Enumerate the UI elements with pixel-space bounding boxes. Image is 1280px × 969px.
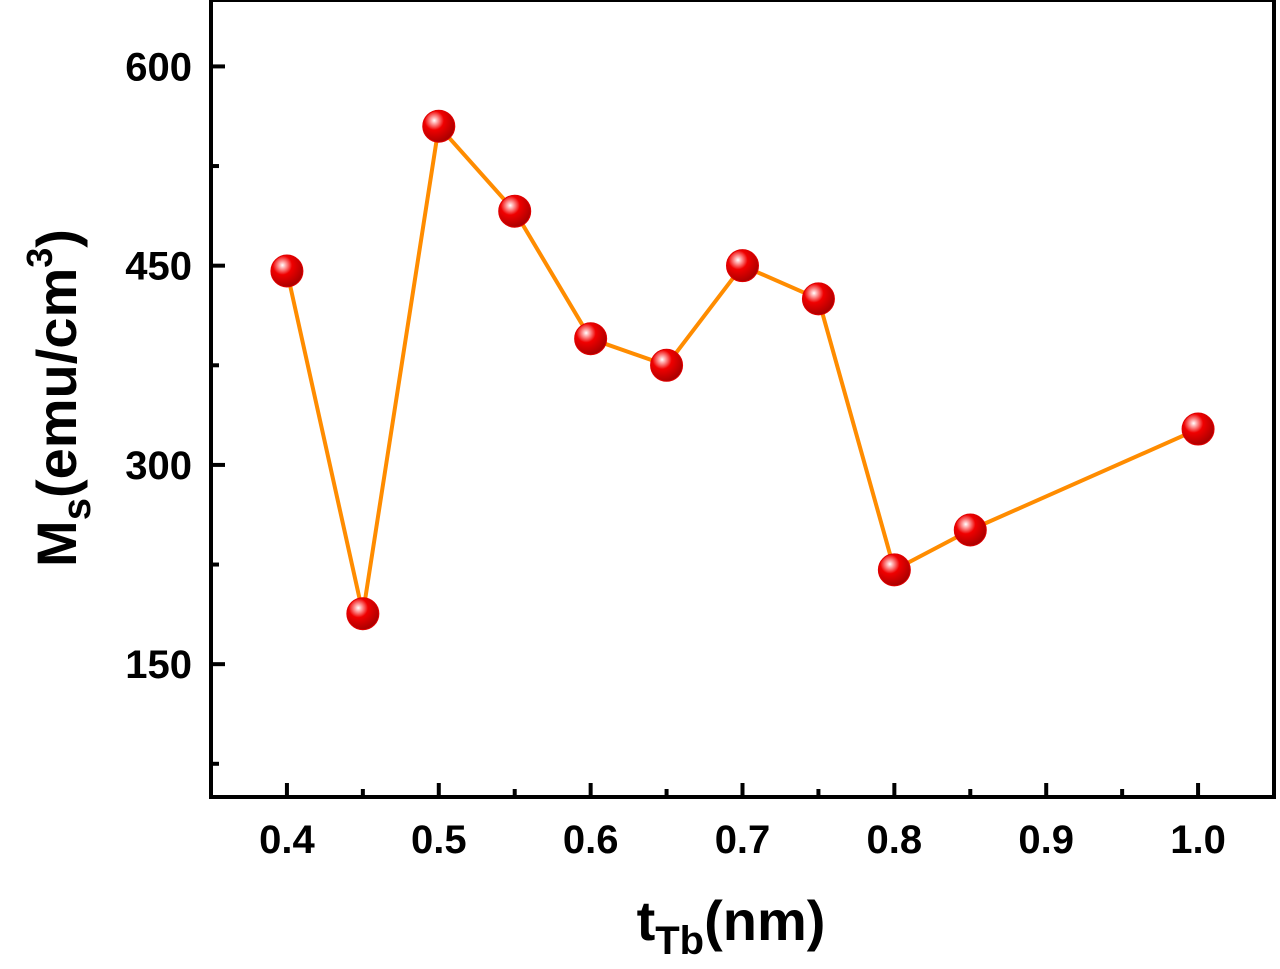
data-point xyxy=(422,109,456,143)
x-tick-label: 0.5 xyxy=(411,818,467,862)
y-tick-label: 600 xyxy=(125,45,192,89)
data-point xyxy=(498,194,532,228)
x-tick-label: 0.9 xyxy=(1018,818,1074,862)
x-tick-label: 0.4 xyxy=(259,818,315,862)
data-point xyxy=(1181,412,1215,446)
y-axis-title-subscript: s xyxy=(55,498,99,520)
series-line xyxy=(284,124,1199,616)
x-tick-label: 0.7 xyxy=(715,818,771,862)
data-point xyxy=(346,597,380,631)
data-point xyxy=(650,348,684,382)
y-axis-title: Ms(emu/cm3) xyxy=(19,229,99,567)
x-axis-title: tTb(nm) xyxy=(637,889,826,963)
plot-frame xyxy=(209,0,1276,799)
data-series xyxy=(270,109,1215,631)
x-tick-label: 1.0 xyxy=(1170,818,1226,862)
data-point xyxy=(877,553,911,587)
data-point xyxy=(953,513,987,547)
y-axis-title-superscript: 3 xyxy=(19,248,60,268)
x-tick-label: 0.6 xyxy=(563,818,619,862)
y-tick-label: 450 xyxy=(125,245,192,289)
x-axis-ticks: 0.4 0.5 0.6 0.7 0.8 0.9 1.0 xyxy=(259,783,1226,862)
x-axis-title-subscript: Tb xyxy=(655,919,704,963)
x-tick-label: 0.8 xyxy=(867,818,923,862)
y-tick-label: 150 xyxy=(125,643,192,687)
data-point xyxy=(270,254,304,288)
y-tick-label: 300 xyxy=(125,444,192,488)
data-point xyxy=(726,249,759,283)
y-axis-ticks: 150 300 450 600 xyxy=(125,45,225,766)
data-point xyxy=(801,282,835,316)
data-point xyxy=(574,322,608,356)
